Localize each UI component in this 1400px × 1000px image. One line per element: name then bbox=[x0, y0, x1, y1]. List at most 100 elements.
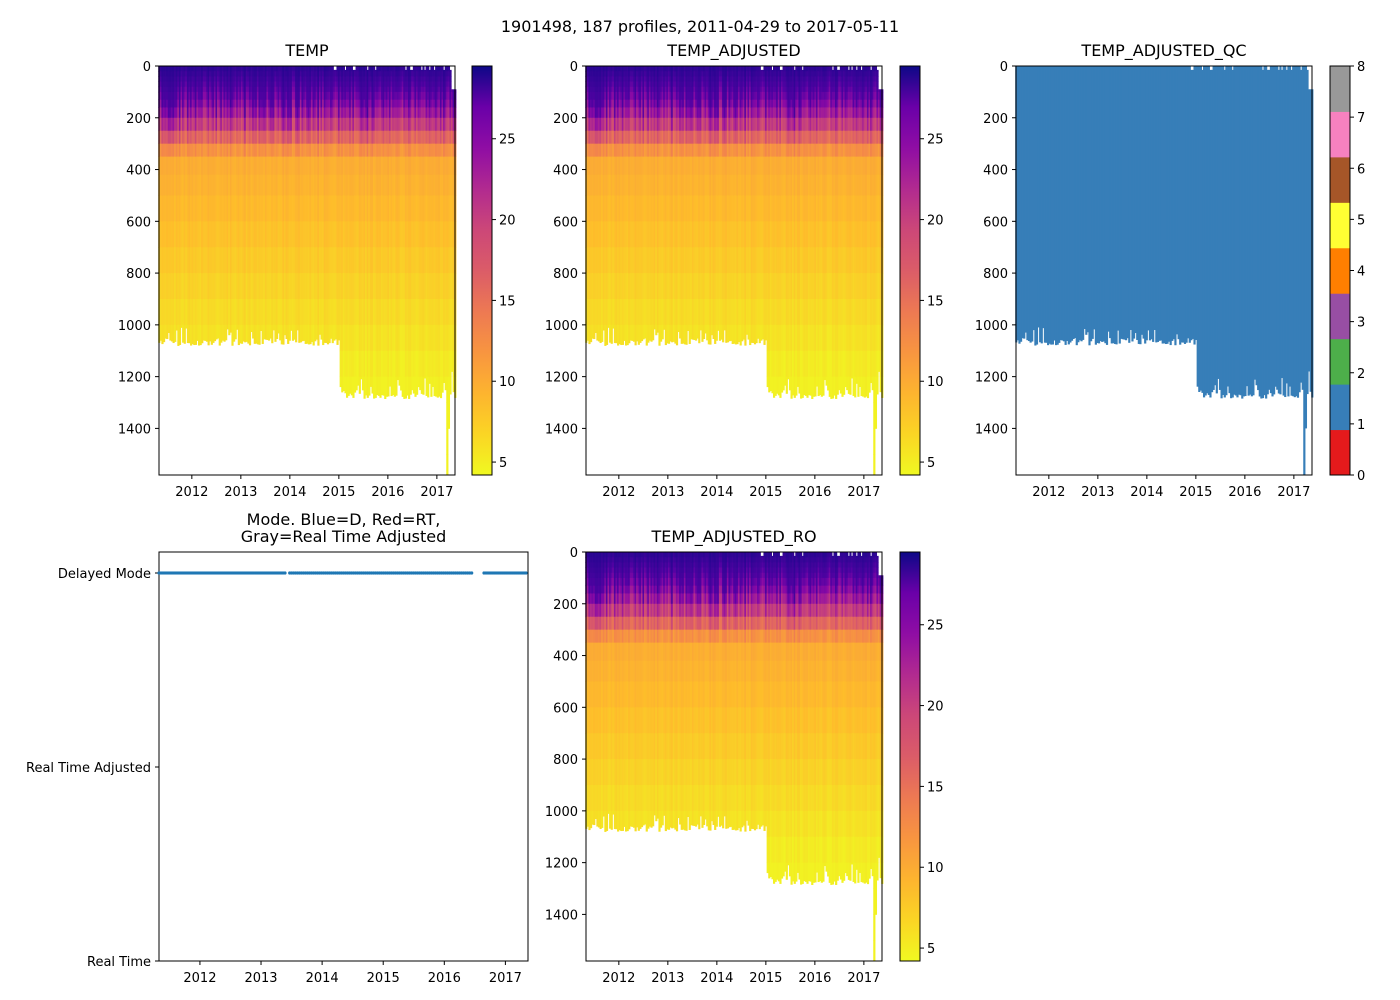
heatmap-cell bbox=[166, 86, 169, 93]
y-tick-label: 800 bbox=[126, 267, 151, 282]
heatmap-cell bbox=[197, 143, 201, 157]
heatmap-cell bbox=[185, 91, 188, 101]
heatmap-cell bbox=[193, 99, 196, 108]
heatmap-cell bbox=[221, 86, 225, 93]
heatmap-cell bbox=[229, 298, 232, 326]
heatmap-cell bbox=[190, 156, 193, 176]
heatmap-cell bbox=[248, 99, 252, 108]
heatmap-cell bbox=[194, 86, 197, 93]
heatmap-cell bbox=[207, 324, 210, 346]
heatmap-cell bbox=[247, 247, 250, 274]
heatmap-cell bbox=[237, 195, 240, 222]
heatmap-cell bbox=[225, 324, 228, 341]
heatmap-cell bbox=[172, 130, 175, 145]
heatmap-cell bbox=[212, 273, 215, 300]
heatmap-cell bbox=[229, 76, 232, 82]
heatmap-cell bbox=[215, 221, 218, 248]
heatmap-cell bbox=[231, 324, 234, 346]
heatmap-cell bbox=[193, 273, 196, 300]
heatmap-cell bbox=[215, 81, 218, 88]
heatmap-cell bbox=[242, 117, 245, 132]
heatmap-cell bbox=[229, 130, 232, 145]
heatmap-cell bbox=[186, 76, 190, 82]
heatmap-cell bbox=[226, 174, 229, 196]
heatmap-cell bbox=[209, 107, 212, 119]
heatmap-cell bbox=[221, 66, 225, 72]
heatmap-cell bbox=[220, 99, 223, 108]
heatmap-cell bbox=[258, 273, 261, 300]
colorbar-tick-label: 25 bbox=[499, 133, 516, 148]
heatmap-cell bbox=[261, 66, 264, 72]
heatmap-cell bbox=[170, 76, 174, 82]
heatmap-cell bbox=[172, 71, 175, 77]
heatmap-cell bbox=[221, 91, 225, 101]
heatmap-cell bbox=[180, 91, 183, 101]
heatmap-cell bbox=[175, 221, 178, 248]
heatmap-cell bbox=[210, 324, 213, 345]
heatmap-cell bbox=[164, 66, 167, 72]
heatmap-cell bbox=[260, 143, 263, 157]
heatmap-cell bbox=[167, 86, 170, 93]
heatmap-cell bbox=[177, 298, 180, 326]
heatmap-cell bbox=[166, 298, 169, 326]
heatmap-cell bbox=[213, 174, 217, 196]
heatmap-cell bbox=[218, 81, 221, 88]
heatmap-cell bbox=[231, 71, 234, 77]
heatmap-cell bbox=[204, 174, 207, 196]
heatmap-cell bbox=[229, 143, 232, 157]
heatmap-cell bbox=[199, 195, 202, 222]
heatmap-cell bbox=[226, 66, 229, 72]
heatmap-cell bbox=[250, 91, 253, 101]
heatmap-cell bbox=[177, 174, 180, 196]
heatmap-cell bbox=[204, 247, 207, 274]
heatmap-cell bbox=[193, 324, 196, 346]
heatmap-cell bbox=[233, 247, 236, 274]
heatmap-cell bbox=[223, 99, 226, 108]
heatmap-cell bbox=[244, 143, 247, 157]
heatmap-cell bbox=[204, 76, 207, 82]
heatmap-cell bbox=[258, 156, 261, 176]
heatmap-cell bbox=[260, 66, 263, 72]
heatmap-cell bbox=[239, 81, 242, 88]
heatmap-cell bbox=[167, 91, 170, 101]
heatmap-cell bbox=[236, 195, 239, 222]
heatmap-cell bbox=[215, 174, 218, 196]
heatmap-cell bbox=[236, 221, 239, 248]
heatmap-cell bbox=[174, 247, 177, 274]
heatmap-cell bbox=[231, 221, 234, 248]
heatmap-cell bbox=[245, 91, 248, 101]
heatmap-cell bbox=[191, 130, 194, 145]
heatmap-cell bbox=[250, 143, 253, 157]
heatmap-cell bbox=[188, 99, 191, 108]
heatmap-cell bbox=[228, 130, 231, 145]
heatmap-cell bbox=[252, 91, 255, 101]
panel-title: TEMP bbox=[284, 41, 329, 60]
heatmap-cell bbox=[245, 117, 248, 132]
heatmap-cell bbox=[194, 107, 197, 119]
heatmap-cell bbox=[169, 81, 172, 88]
heatmap-cell bbox=[236, 143, 239, 157]
heatmap-cell bbox=[217, 130, 220, 145]
heatmap-cell bbox=[217, 86, 220, 93]
heatmap-cell bbox=[210, 298, 213, 326]
heatmap-cell bbox=[201, 76, 204, 82]
colorbar-gradient bbox=[472, 66, 492, 475]
heatmap-cell bbox=[260, 195, 263, 222]
heatmap-cell bbox=[247, 324, 250, 344]
heatmap-cell bbox=[209, 247, 212, 274]
heatmap-cell bbox=[247, 91, 250, 101]
heatmap-cell bbox=[256, 99, 260, 108]
heatmap-cell bbox=[167, 117, 170, 132]
heatmap-cell bbox=[255, 221, 258, 248]
heatmap-cell bbox=[210, 130, 213, 145]
heatmap-cell bbox=[217, 298, 220, 326]
heatmap-cell bbox=[237, 71, 240, 77]
heatmap-cell bbox=[183, 298, 186, 326]
heatmap-cell bbox=[196, 143, 199, 157]
heatmap-cell bbox=[221, 81, 225, 88]
heatmap-cell bbox=[174, 195, 177, 222]
heatmap-cell bbox=[217, 91, 220, 101]
heatmap-cell bbox=[245, 107, 248, 119]
heatmap-cell bbox=[197, 195, 201, 222]
heatmap-cell bbox=[159, 130, 162, 145]
